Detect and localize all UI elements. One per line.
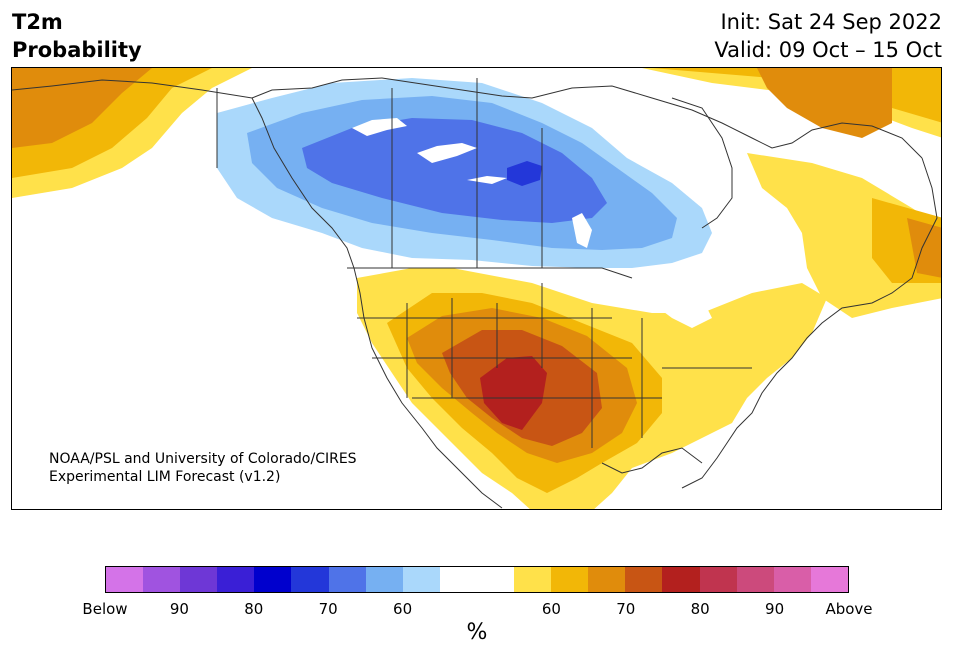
- legend-swatch: [514, 567, 552, 592]
- legend-swatch: [328, 567, 366, 592]
- alaska-above-orange: [12, 68, 152, 148]
- map-svg: [12, 68, 941, 509]
- east-coast: [681, 157, 938, 489]
- lakes: [352, 118, 712, 328]
- attribution-line-1: NOAA/PSL and University of Colorado/CIRE…: [49, 451, 357, 467]
- canada-below-royalblue: [302, 118, 607, 223]
- legend-tick-label: Below: [82, 600, 128, 618]
- legend-swatch: [217, 567, 255, 592]
- canada-below-deepblue: [507, 161, 542, 186]
- legend-swatch: [588, 567, 626, 592]
- coastlines-borders: [12, 77, 938, 509]
- legend-swatch: [551, 567, 589, 592]
- legend-tick-label: 60: [393, 600, 413, 618]
- attribution-line-2: Experimental LIM Forecast (v1.2): [49, 469, 281, 485]
- legend-swatch: [365, 567, 403, 592]
- legend-swatch: [254, 567, 292, 592]
- legend-swatch: [106, 567, 144, 592]
- legend-tick-label: 70: [616, 600, 636, 618]
- legend-swatch: [736, 567, 774, 592]
- legend-tick-label: Above: [825, 600, 873, 618]
- gulf-coast: [601, 447, 703, 474]
- above-normal-shading: [12, 68, 941, 509]
- title-line-1: T2m: [12, 10, 63, 34]
- legend-tick-label: 60: [541, 600, 561, 618]
- color-legend-bar: [105, 566, 849, 593]
- legend-tick-label: 90: [765, 600, 785, 618]
- lake-shape: [417, 143, 477, 163]
- below-normal-shading: [217, 78, 712, 268]
- chart-title: T2m Probability: [12, 8, 142, 64]
- lake-shape: [572, 213, 592, 248]
- legend-swatch: [625, 567, 663, 592]
- legend-tick-label: 90: [169, 600, 189, 618]
- probability-map: [11, 67, 942, 510]
- forecast-dates: Init: Sat 24 Sep 2022 Valid: 09 Oct – 15…: [714, 8, 942, 64]
- north-coast: [12, 77, 923, 159]
- legend-swatch: [773, 567, 811, 592]
- legend-swatch: [180, 567, 218, 592]
- east-canada-above-orange: [907, 218, 941, 278]
- legend-tick-label: 80: [690, 600, 710, 618]
- legend-swatch: [402, 567, 440, 592]
- legend-swatch: [476, 567, 515, 592]
- valid-period: Valid: 09 Oct – 15 Oct: [714, 38, 942, 62]
- legend-swatch: [439, 567, 477, 592]
- title-line-2: Probability: [12, 38, 142, 62]
- legend-tick-label: 80: [244, 600, 264, 618]
- init-date: Init: Sat 24 Sep 2022: [720, 10, 942, 34]
- greenland-above-orange: [757, 68, 892, 138]
- hudson-bay-coast: [671, 97, 733, 229]
- legend-swatch: [810, 567, 848, 592]
- lake-shape: [622, 273, 712, 328]
- legend-tick-label: 70: [318, 600, 338, 618]
- legend-swatch: [143, 567, 181, 592]
- us-canada-border: [347, 267, 633, 279]
- legend-swatch: [291, 567, 329, 592]
- us-above-red: [480, 356, 547, 430]
- color-legend-unit: %: [466, 620, 488, 645]
- lake-shape: [352, 118, 407, 136]
- legend-swatch: [662, 567, 700, 592]
- legend-swatch: [699, 567, 737, 592]
- attribution: NOAA/PSL and University of Colorado/CIRE…: [49, 450, 357, 486]
